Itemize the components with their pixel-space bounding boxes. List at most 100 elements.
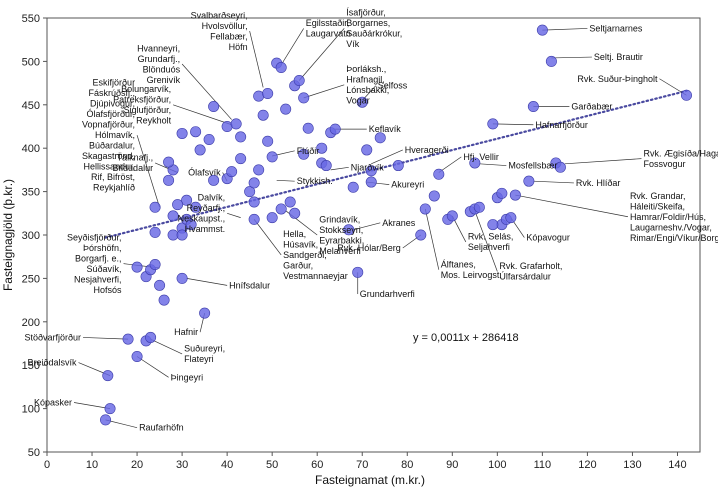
data-point — [163, 156, 175, 168]
data-point — [527, 101, 539, 113]
data-point — [392, 160, 404, 172]
point-label: Hnífsdalur — [229, 280, 270, 290]
data-point — [329, 123, 341, 135]
point-label: Kópavogur — [526, 233, 570, 243]
label-leader-line — [280, 28, 304, 66]
label-leader-line — [492, 123, 534, 126]
x-tick-label: 40 — [221, 459, 233, 471]
label-leader-line — [181, 63, 232, 120]
point-label: Garðabær — [571, 102, 612, 112]
point-label: Svalbarðseyri, Hvolsvöllur, Fellabær, Höfn — [191, 10, 248, 52]
label-leader-line — [186, 278, 228, 286]
point-label: Hafnarfjörður — [535, 120, 588, 130]
point-label: Hfj. Vellir — [463, 152, 499, 162]
point-label: Seltj. Brautir — [594, 52, 643, 62]
label-leader-line — [136, 135, 160, 208]
data-point — [415, 229, 427, 241]
data-point — [244, 186, 256, 198]
x-tick-label: 70 — [356, 459, 368, 471]
label-leader-line — [533, 180, 574, 184]
point-label: Grundarhverfi — [360, 289, 415, 299]
label-leader-line — [249, 30, 264, 88]
data-point — [199, 307, 211, 319]
point-label: Bolungarvík, Patreksfjörður, Siglufjörður,… — [113, 84, 172, 126]
data-point — [419, 203, 431, 215]
data-point — [235, 131, 247, 143]
y-axis-title: Fasteignagjöld (þ.kr.) — [1, 179, 15, 291]
label-leader-line — [83, 337, 129, 340]
data-point — [316, 142, 328, 154]
point-labels: Egilsstaðir, Laugarvatn Svalbarðseyri, Hvol… — [24, 8, 718, 433]
y-tick-label: 350 — [22, 187, 40, 199]
point-label: Akureyri — [391, 180, 424, 190]
x-tick-label: 120 — [578, 459, 596, 471]
data-point — [257, 109, 269, 121]
data-point — [176, 127, 188, 139]
y-tick-label: 450 — [22, 100, 40, 112]
point-label: Flúðir — [297, 146, 320, 156]
label-leader-line — [542, 28, 588, 31]
label-leader-line — [515, 194, 629, 218]
data-point — [176, 229, 188, 241]
data-point — [266, 212, 278, 224]
data-point — [496, 187, 508, 199]
data-point — [428, 190, 440, 202]
y-tick-label: 50 — [28, 447, 40, 459]
data-point — [343, 224, 355, 236]
data-point — [523, 175, 535, 187]
label-leader-line — [551, 56, 592, 59]
label-leader-line — [371, 149, 403, 165]
data-point — [433, 168, 445, 180]
data-point — [230, 118, 242, 130]
data-point — [446, 210, 458, 222]
x-tick-label: 50 — [266, 459, 278, 471]
point-label: Stykkish. — [297, 176, 333, 186]
label-leader-line — [227, 212, 241, 218]
data-point — [545, 55, 557, 67]
data-point — [181, 194, 193, 206]
point-label: Hella, Húsavík, Sandgerði, Garður, Vestmanna… — [283, 229, 348, 281]
data-point — [203, 134, 215, 146]
x-tick-label: 80 — [401, 459, 413, 471]
data-point — [536, 24, 548, 36]
data-point — [194, 144, 206, 156]
point-label: Dalvík, Reyðarfj., Neskaupst., Hvammst. — [178, 193, 226, 235]
data-point — [298, 92, 310, 104]
point-label: Njarðvík — [351, 162, 385, 172]
data-point — [505, 212, 517, 224]
data-point — [275, 203, 287, 215]
data-point — [266, 151, 278, 163]
point-label: Hafnir — [174, 327, 198, 337]
data-point — [104, 403, 116, 415]
data-point — [176, 272, 188, 284]
point-label: Rvk. Suður-Þingholt — [577, 74, 658, 84]
data-point — [347, 181, 359, 193]
y-tick-label: 500 — [22, 56, 40, 68]
data-point — [131, 261, 143, 273]
data-point — [158, 294, 170, 306]
axes: 0 10 20 30 40 50 60 70 80 90 100 110 120 130 140 50 100 1… — [22, 13, 701, 471]
data-point — [172, 199, 184, 211]
data-point — [226, 166, 238, 178]
y-tick-label: 400 — [22, 143, 40, 155]
x-tick-label: 30 — [176, 459, 188, 471]
y-tick-label: 550 — [22, 13, 40, 25]
point-label: Suðureyri, Flateyri — [184, 344, 225, 365]
y-tick-label: 100 — [22, 404, 40, 416]
data-point — [185, 219, 197, 231]
trend-equation: y = 0,0011x + 286418 — [413, 332, 519, 344]
data-point — [280, 103, 292, 115]
data-point — [248, 213, 260, 225]
data-point — [262, 88, 274, 100]
point-label: Rvk. Grandar, Háleiti/Skeifa, Hamrar/Foldi… — [630, 191, 718, 243]
data-point — [293, 74, 305, 86]
data-point — [680, 89, 692, 101]
label-leader-line — [330, 166, 349, 171]
point-label: Rvk. Hlíðar — [576, 178, 621, 188]
data-point — [487, 219, 499, 231]
data-point — [352, 266, 364, 278]
x-tick-label: 90 — [446, 459, 458, 471]
point-label: Tálknafj., Bíldudalur — [113, 153, 154, 174]
y-tick-label: 250 — [22, 273, 40, 285]
data-point — [235, 153, 247, 165]
